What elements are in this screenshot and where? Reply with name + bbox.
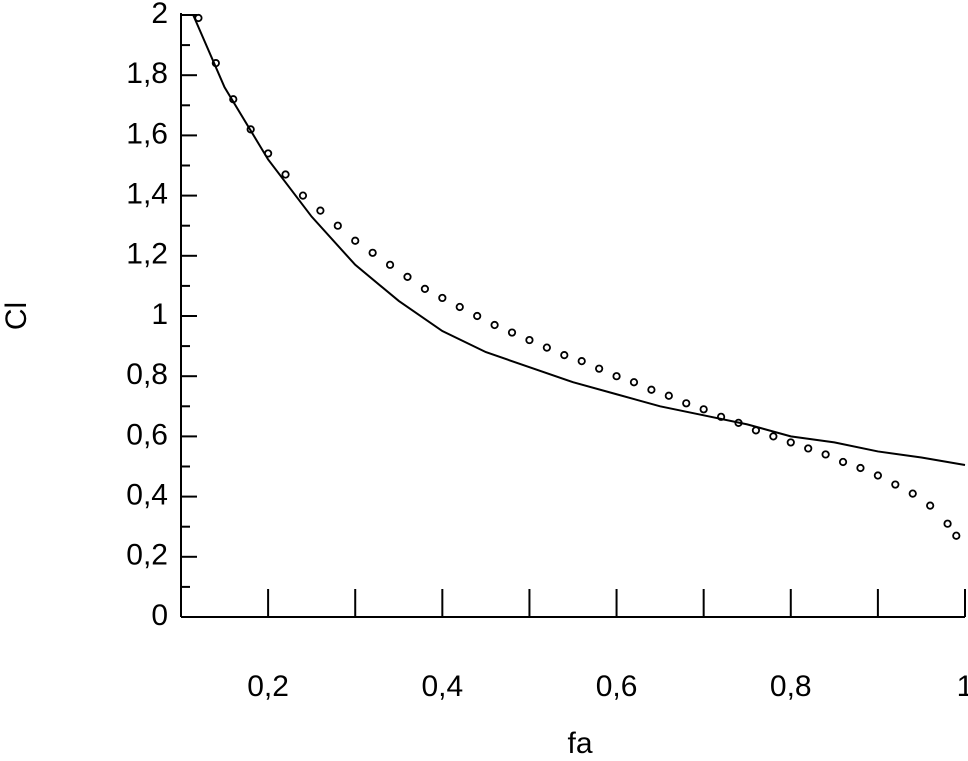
y-tick-label: 0,8 [126, 358, 168, 391]
data-point [786, 438, 795, 447]
data-point [629, 378, 639, 387]
y-tick-label: 1,2 [126, 238, 168, 271]
data-point [716, 412, 726, 421]
data-point [507, 328, 517, 337]
data-point [420, 284, 430, 294]
data-point [952, 531, 961, 540]
x-tick-label: 1 [957, 670, 968, 703]
data-point [873, 471, 882, 480]
data-point [699, 405, 708, 414]
data-point [891, 480, 900, 489]
x-tick-label: 0,8 [770, 670, 812, 703]
y-tick-label: 1,6 [126, 117, 168, 150]
y-tick-label: 1,4 [126, 178, 168, 211]
data-point [664, 391, 673, 400]
data-point [403, 272, 412, 281]
y-tick-label: 0,2 [126, 539, 168, 572]
data-point [316, 206, 325, 215]
x-tick-label: 0,4 [421, 670, 463, 703]
data-point [926, 501, 935, 510]
data-point [560, 351, 569, 360]
data-point [333, 221, 342, 230]
curve [192, 14, 966, 466]
data-point [647, 385, 656, 394]
data-point [804, 444, 813, 453]
data-point [838, 457, 848, 467]
y-tick-label: 0 [151, 599, 168, 632]
data-point [908, 489, 917, 498]
y-tick-label: 0,4 [126, 479, 168, 512]
x-tick-label: 0,2 [247, 670, 289, 703]
data-point [821, 450, 830, 459]
data-point [385, 260, 395, 269]
data-point [542, 343, 551, 352]
data-point [351, 236, 360, 245]
y-axis-label: Cl [0, 302, 33, 330]
data-point [281, 170, 290, 179]
data-point [473, 311, 482, 321]
data-point [943, 519, 952, 528]
data-point [490, 320, 499, 330]
y-tick-label: 0,6 [126, 418, 168, 451]
data-point [769, 432, 778, 441]
data-point [368, 248, 377, 257]
y-tick-label: 2 [151, 0, 168, 30]
data-point [682, 399, 691, 408]
data-point [856, 463, 865, 473]
y-tick-label: 1,8 [126, 57, 168, 90]
data-point [298, 191, 308, 200]
x-tick-label: 0,6 [596, 670, 638, 703]
y-tick-label: 1 [151, 298, 168, 331]
x-axis-label: fa [567, 727, 592, 760]
data-point [246, 125, 255, 134]
data-point [577, 357, 586, 366]
data-point [595, 364, 604, 373]
data-point [438, 293, 447, 303]
data-point [612, 372, 621, 381]
data-point [455, 302, 464, 312]
data-point [525, 335, 534, 345]
